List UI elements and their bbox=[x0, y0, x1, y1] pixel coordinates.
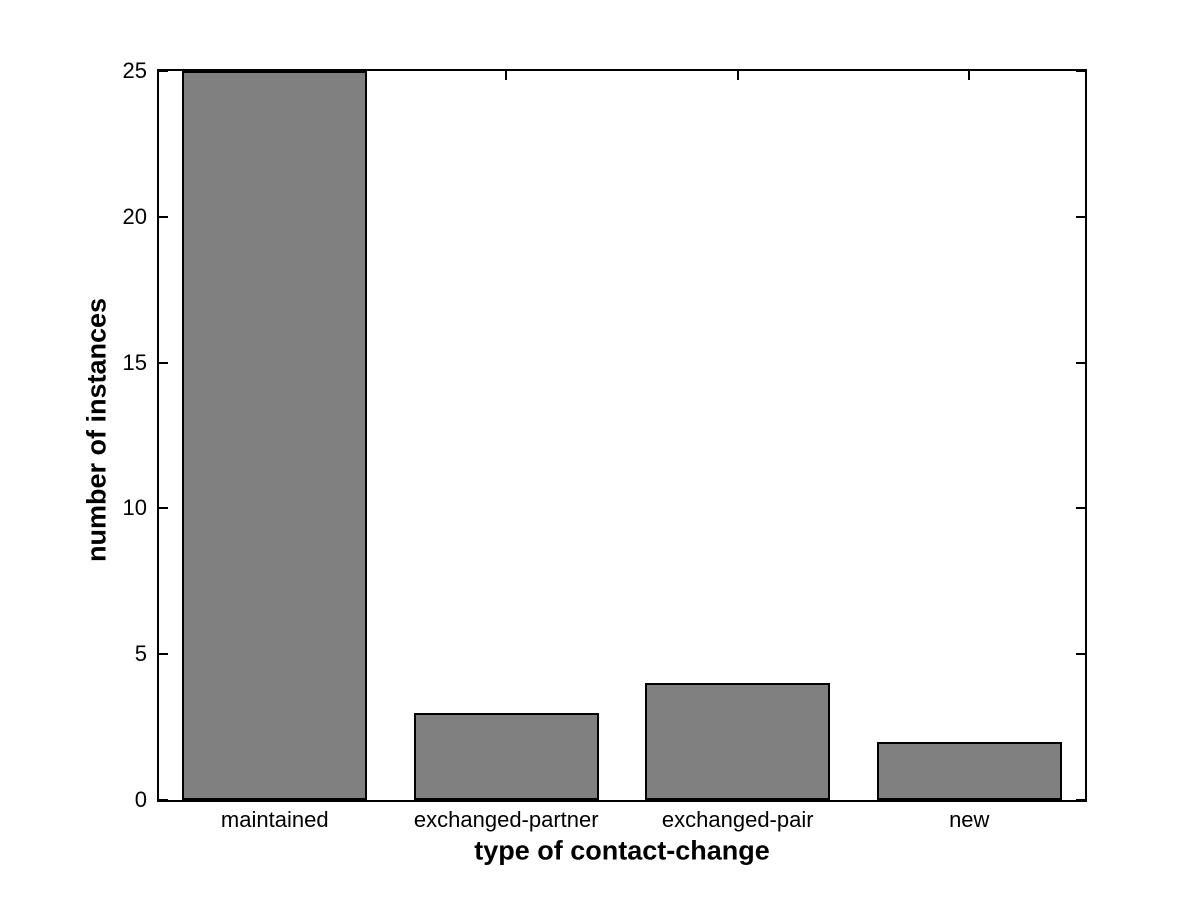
x-tick-label: new bbox=[949, 807, 990, 832]
y-tick-left bbox=[159, 70, 168, 72]
x-axis-label: type of contact-change bbox=[474, 835, 770, 866]
x-tick-top bbox=[505, 71, 508, 80]
y-tick-right bbox=[1076, 507, 1085, 510]
y-tick-label: 25 bbox=[122, 58, 147, 83]
y-tick-right bbox=[1076, 215, 1085, 218]
y-tick-label: 15 bbox=[122, 349, 147, 375]
y-tick-right bbox=[1076, 70, 1085, 72]
y-tick-left bbox=[159, 215, 168, 218]
y-tick-label: 5 bbox=[134, 641, 147, 667]
y-axis-label: number of instances bbox=[81, 297, 112, 563]
plot-area bbox=[157, 69, 1087, 802]
x-tick-label: maintained bbox=[220, 807, 329, 832]
y-tick-left bbox=[159, 507, 168, 510]
bar-new bbox=[876, 741, 1062, 800]
y-tick-label: 0 bbox=[134, 787, 147, 812]
y-tick-right bbox=[1076, 361, 1085, 364]
x-tick-label: exchanged-pair bbox=[661, 807, 814, 832]
y-tick-left bbox=[159, 361, 168, 364]
y-tick-label: 20 bbox=[122, 203, 147, 229]
y-tick-left bbox=[159, 799, 168, 801]
x-tick-top bbox=[736, 71, 739, 80]
y-tick-label: 10 bbox=[122, 495, 147, 521]
x-tick-label: exchanged-partner bbox=[413, 807, 599, 832]
bar-exchanged-partner bbox=[413, 712, 599, 800]
bar-exchanged-pair bbox=[645, 683, 831, 800]
y-tick-right bbox=[1076, 653, 1085, 656]
bar-maintained bbox=[182, 71, 368, 800]
y-tick-left bbox=[159, 653, 168, 656]
y-tick-right bbox=[1076, 799, 1085, 801]
x-tick-top bbox=[968, 71, 971, 80]
